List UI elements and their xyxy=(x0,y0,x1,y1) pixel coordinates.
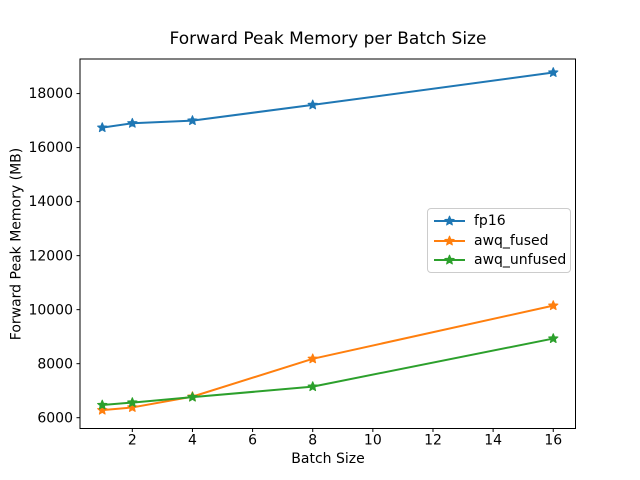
data-point-marker-awq_fused xyxy=(127,402,138,412)
legend-label: fp16 xyxy=(474,212,506,229)
data-point-marker-awq_fused xyxy=(548,300,559,311)
y-tick-label: 8000 xyxy=(37,356,73,372)
data-point-marker-fp16 xyxy=(97,122,108,133)
data-point-marker-awq_unfused xyxy=(187,391,198,402)
plot-border xyxy=(79,58,576,429)
y-tick-label: 14000 xyxy=(28,194,73,210)
data-point-marker-fp16 xyxy=(187,115,198,126)
legend-sample-star-marker xyxy=(444,215,455,226)
data-point-marker-awq_unfused xyxy=(97,399,108,410)
y-tick-label: 12000 xyxy=(28,248,73,264)
legend-item-awq-unfused: awq_unfused xyxy=(433,250,566,270)
legend-line-sample xyxy=(434,235,465,245)
x-axis-label: Batch Size xyxy=(291,451,365,467)
y-tick-label: 6000 xyxy=(37,410,73,426)
data-point-marker-awq_unfused xyxy=(548,333,559,344)
data-point-marker-fp16 xyxy=(307,99,318,110)
x-tick-label: 6 xyxy=(248,433,257,449)
series-line-fp16 xyxy=(101,71,555,129)
data-point-marker-awq_fused xyxy=(97,404,108,415)
data-point-marker-awq_unfused xyxy=(307,381,318,392)
x-tick-label: 2 xyxy=(128,433,137,449)
legend-item-awq-fused: awq_fused xyxy=(433,231,566,251)
y-tick-label: 16000 xyxy=(28,140,73,156)
x-tick-label: 14 xyxy=(484,433,502,449)
data-point-marker-awq_fused xyxy=(307,353,318,364)
y-tick-label: 10000 xyxy=(28,302,73,318)
x-tick-label: 12 xyxy=(424,433,442,449)
legend-sample-star-marker xyxy=(444,254,455,265)
legend-line-sample xyxy=(434,215,465,226)
legend-label: awq_unfused xyxy=(474,252,567,269)
legend-line-sample xyxy=(434,254,465,265)
data-point-marker-fp16 xyxy=(127,117,138,128)
data-point-marker-awq_unfused xyxy=(127,397,138,408)
x-tick-label: 16 xyxy=(544,433,562,449)
legend: fp16 awq_fused awq_unfused xyxy=(427,208,571,273)
x-tick-label: 4 xyxy=(188,433,197,449)
data-point-marker-fp16 xyxy=(548,67,559,77)
x-tick-label: 10 xyxy=(364,433,382,449)
series-line-awq_fused xyxy=(101,304,555,412)
legend-sample-star-marker xyxy=(444,235,455,245)
legend-item-fp16: fp16 xyxy=(433,211,566,231)
x-tick-label: 8 xyxy=(308,433,317,449)
y-tick-label: 18000 xyxy=(28,86,73,102)
chart-title: Forward Peak Memory per Batch Size xyxy=(169,29,487,49)
legend-label: awq_fused xyxy=(474,232,549,249)
series-line-awq_unfused xyxy=(101,337,555,406)
